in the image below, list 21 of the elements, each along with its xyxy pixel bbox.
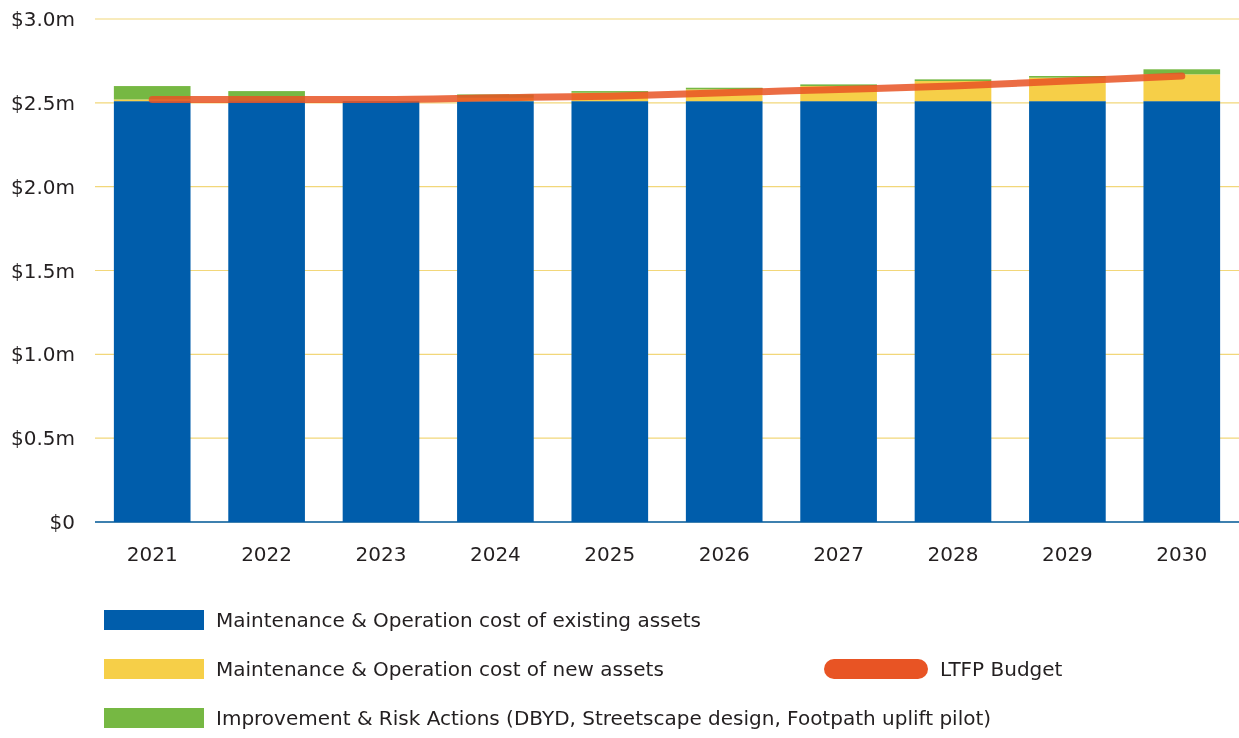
x-tick-label: 2026	[698, 542, 750, 566]
y-tick-label: $0	[49, 510, 75, 534]
y-tick-label: $0.5m	[10, 426, 75, 451]
x-tick-label: 2029	[1041, 542, 1093, 566]
y-tick-label: $1.0m	[10, 342, 75, 367]
legend-label: LTFP Budget	[940, 657, 1063, 681]
x-tick-label: 2021	[126, 542, 178, 566]
legend-label: Maintenance & Operation cost of new assets	[216, 657, 664, 681]
y-tick-label: $3.0m	[10, 7, 75, 31]
x-tick-label: 2022	[241, 542, 293, 566]
x-tick-label: 2027	[813, 542, 865, 566]
x-tick-label: 2024	[469, 542, 521, 566]
x-tick-label: 2025	[584, 542, 636, 566]
y-tick-label: $2.0m	[10, 174, 75, 199]
x-tick-label: 2028	[927, 542, 979, 566]
x-tick-label: 2030	[1156, 542, 1208, 566]
x-tick-label: 2023	[355, 542, 407, 566]
legend-label: Maintenance & Operation cost of existing assets	[216, 608, 702, 632]
legend-label: Improvement & Risk Actions (DBYD, Streetscape design, Footpath uplift pilot)	[216, 706, 992, 730]
y-tick-label: $2.5m	[10, 90, 75, 115]
y-tick-label: $1.5m	[10, 258, 75, 283]
